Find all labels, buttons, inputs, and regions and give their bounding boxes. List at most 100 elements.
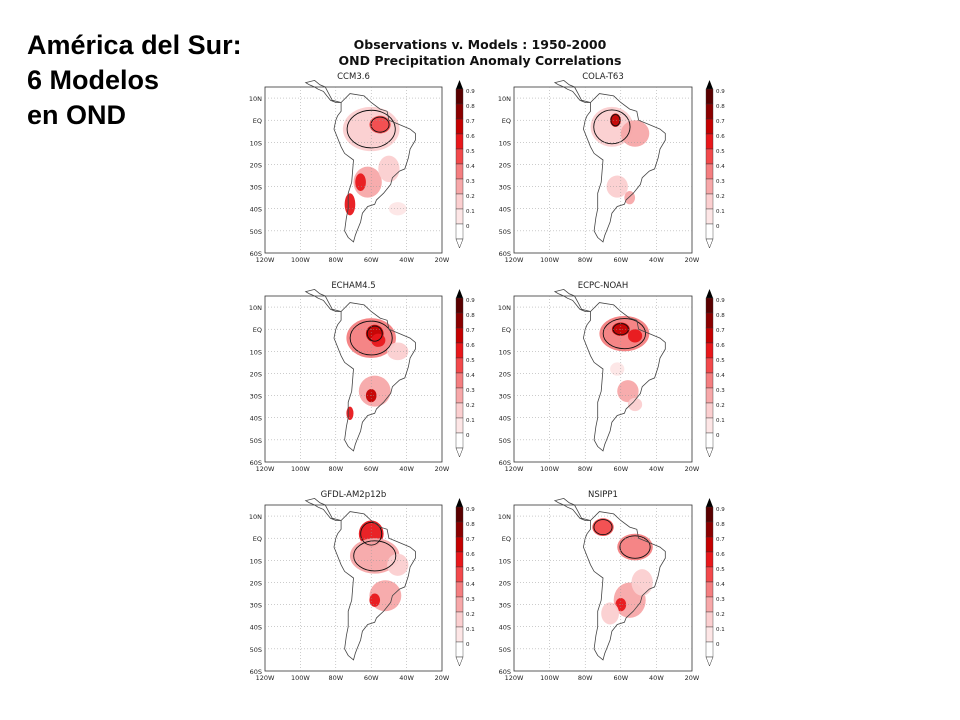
lon-tick-label: 120W xyxy=(505,674,524,682)
lon-tick-label: 120W xyxy=(256,256,275,264)
colorbar-swatch xyxy=(705,432,714,449)
figure-title: Observations v. Models : 1950-2000 xyxy=(353,37,607,52)
colorbar-label: 0.8 xyxy=(716,313,725,319)
colorbar-swatch xyxy=(455,163,464,180)
colorbar-label: 0 xyxy=(716,433,720,439)
colorbar-label: 0.6 xyxy=(466,134,475,140)
colorbar-label: 0.7 xyxy=(466,537,475,543)
colorbar-label: 0.2 xyxy=(716,612,725,618)
colorbar-label: 0.8 xyxy=(466,313,475,319)
colorbar-swatch xyxy=(705,208,714,225)
colorbar-label: 0.9 xyxy=(716,89,725,95)
colorbar-swatch xyxy=(455,536,464,553)
lat-tick-label: EQ xyxy=(502,326,511,334)
correlation-field xyxy=(349,520,409,612)
colorbar-swatch xyxy=(455,342,464,359)
colorbar-label: 0.1 xyxy=(466,418,475,424)
colorbar-swatch xyxy=(705,223,714,240)
colorbar-label: 0.5 xyxy=(716,149,725,155)
colorbar-label: 0.2 xyxy=(716,403,725,409)
lat-tick-label: 30S xyxy=(499,184,511,192)
lon-tick-label: 80W xyxy=(578,674,593,682)
colorbar-swatch xyxy=(455,193,464,210)
colorbar-swatch xyxy=(705,148,714,165)
lat-tick-label: 30S xyxy=(499,393,511,401)
colorbar-label: 0.4 xyxy=(466,373,475,379)
lat-tick-label: 10S xyxy=(250,557,262,565)
lon-tick-label: 60W xyxy=(613,465,628,473)
colorbar-swatch xyxy=(455,178,464,195)
colorbar: 0.9 0.8 0.7 0.6 0.5 0.4 0.3 0.2 0.1 0 xyxy=(455,80,475,249)
lat-tick-label: 60S xyxy=(499,668,511,676)
colorbar-label: 0.5 xyxy=(466,358,475,364)
correlation-patch xyxy=(627,329,643,343)
lat-tick-label: 30S xyxy=(250,393,262,401)
lon-tick-label: 40W xyxy=(649,465,664,473)
colorbar-swatch xyxy=(705,506,714,523)
contour-line xyxy=(366,325,383,342)
colorbar-swatch xyxy=(455,103,464,120)
colorbar-label: 0.7 xyxy=(716,537,725,543)
colorbar-label: 0.1 xyxy=(716,627,725,633)
contour-line xyxy=(619,535,651,559)
lat-tick-label: 20S xyxy=(250,370,262,378)
correlation-patch xyxy=(378,155,400,183)
colorbar-swatch xyxy=(705,297,714,314)
colorbar-swatch xyxy=(705,193,714,210)
colorbar-label: 0.1 xyxy=(716,418,725,424)
colorbar-swatch xyxy=(705,103,714,120)
colorbar-label: 0.2 xyxy=(466,612,475,618)
colorbar-label: 0.8 xyxy=(716,104,725,110)
panel-frame xyxy=(513,295,693,463)
colorbar-top-arrow xyxy=(706,498,713,507)
colorbar-swatch xyxy=(705,88,714,105)
correlation-field xyxy=(599,315,650,412)
correlation-patch xyxy=(610,113,621,127)
colorbar-swatch xyxy=(455,566,464,583)
colorbar-label: 0.8 xyxy=(716,522,725,528)
colorbar-swatch xyxy=(455,312,464,329)
colorbar-label: 0.2 xyxy=(466,403,475,409)
lat-tick-label: 20S xyxy=(499,161,511,169)
colorbar-label: 0.4 xyxy=(716,164,725,170)
colorbar: 0.9 0.8 0.7 0.6 0.5 0.4 0.3 0.2 0.1 0 xyxy=(455,289,475,458)
colorbar-swatch xyxy=(705,596,714,613)
colorbar-label: 0.7 xyxy=(716,119,725,125)
colorbar-label: 0.9 xyxy=(466,89,475,95)
colorbar-label: 0.2 xyxy=(466,194,475,200)
colorbar-swatch xyxy=(705,626,714,643)
lat-tick-label: 10S xyxy=(250,139,262,147)
lon-tick-label: 100W xyxy=(540,256,559,264)
colorbar-label: 0.4 xyxy=(716,582,725,588)
lat-tick-label: EQ xyxy=(253,326,262,334)
lat-tick-label: 60S xyxy=(250,668,262,676)
colorbar-swatch xyxy=(705,551,714,568)
central-america-outline xyxy=(304,79,342,103)
colorbar-swatch xyxy=(455,133,464,150)
colorbar-swatch xyxy=(705,417,714,434)
contour-line xyxy=(593,109,631,145)
lat-tick-label: 30S xyxy=(250,602,262,610)
slide-title-line-1: América del Sur: xyxy=(27,30,242,60)
colorbar-swatch xyxy=(455,641,464,658)
lat-tick-label: 10S xyxy=(499,348,511,356)
colorbar-label: 0 xyxy=(466,642,470,648)
colorbar-label: 0.9 xyxy=(466,298,475,304)
lon-tick-label: 100W xyxy=(291,674,310,682)
colorbar-label: 0.6 xyxy=(466,552,475,558)
lon-tick-label: 80W xyxy=(578,465,593,473)
colorbar-swatch xyxy=(455,372,464,389)
colorbar-label: 0.6 xyxy=(716,343,725,349)
panel-title: CCM3.6 xyxy=(337,72,370,82)
colorbar-swatch xyxy=(705,521,714,538)
colorbar-label: 0.5 xyxy=(716,567,725,573)
colorbar-bottom-arrow xyxy=(455,447,464,458)
lon-tick-label: 60W xyxy=(613,674,628,682)
lat-tick-label: 40S xyxy=(499,624,511,632)
lon-tick-label: 100W xyxy=(291,465,310,473)
colorbar-swatch xyxy=(705,641,714,658)
panel-title: COLA-T63 xyxy=(582,72,623,82)
correlation-patch xyxy=(631,569,653,596)
